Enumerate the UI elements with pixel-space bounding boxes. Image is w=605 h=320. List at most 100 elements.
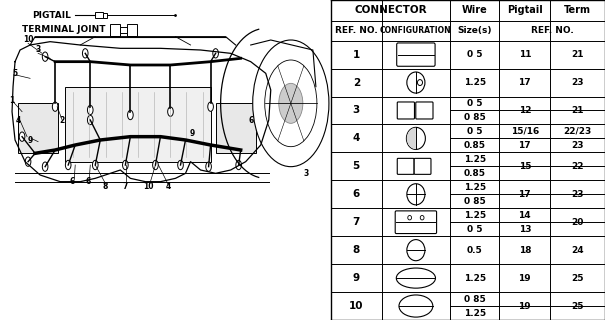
Text: 22/23: 22/23: [563, 127, 592, 136]
Text: 13: 13: [518, 225, 531, 234]
Text: 1.25: 1.25: [464, 78, 486, 87]
Bar: [110, 24, 120, 36]
Text: 1.25: 1.25: [464, 211, 486, 220]
Text: 12: 12: [518, 106, 531, 115]
Text: 15/16: 15/16: [511, 127, 539, 136]
Text: 4: 4: [353, 133, 360, 143]
Text: 1.25: 1.25: [464, 308, 486, 317]
Text: 23: 23: [571, 141, 584, 150]
Text: 5: 5: [13, 69, 18, 78]
Circle shape: [42, 162, 48, 171]
Circle shape: [88, 115, 93, 125]
Text: 0.85: 0.85: [464, 169, 486, 178]
Ellipse shape: [396, 268, 436, 288]
Text: 21: 21: [571, 106, 584, 115]
Text: 4: 4: [166, 182, 171, 191]
Text: 21: 21: [571, 50, 584, 59]
Text: 25: 25: [571, 301, 584, 310]
Text: 18: 18: [518, 246, 531, 255]
Text: 0 85: 0 85: [464, 294, 486, 304]
Circle shape: [253, 40, 329, 167]
Text: 23: 23: [571, 190, 584, 199]
Text: 6: 6: [86, 177, 91, 186]
Text: 3: 3: [353, 106, 360, 116]
Text: 25: 25: [571, 274, 584, 283]
Text: 9: 9: [190, 129, 195, 138]
Text: Size(s): Size(s): [457, 26, 492, 35]
FancyBboxPatch shape: [397, 43, 435, 66]
Text: 11: 11: [518, 50, 531, 59]
Text: 6: 6: [70, 177, 75, 186]
Circle shape: [152, 160, 159, 170]
Text: 10: 10: [349, 301, 364, 311]
Circle shape: [265, 60, 317, 147]
Text: 20: 20: [571, 218, 584, 227]
Circle shape: [88, 105, 93, 115]
Text: 0 5: 0 5: [467, 225, 483, 234]
Text: REF. NO.: REF. NO.: [531, 26, 574, 35]
Text: 19: 19: [518, 274, 531, 283]
Text: REF. NO.: REF. NO.: [335, 26, 378, 35]
Text: 1: 1: [10, 95, 15, 105]
Text: 9: 9: [353, 273, 360, 283]
Circle shape: [417, 80, 422, 85]
FancyBboxPatch shape: [397, 102, 414, 119]
Text: 5: 5: [353, 161, 360, 171]
Bar: [120, 27, 128, 33]
Circle shape: [407, 184, 425, 205]
Text: 10: 10: [143, 182, 154, 191]
Circle shape: [213, 49, 218, 58]
Text: 23: 23: [571, 78, 584, 87]
Text: 2: 2: [59, 116, 65, 124]
Circle shape: [178, 160, 183, 170]
Text: 10: 10: [23, 36, 33, 44]
Text: 19: 19: [518, 301, 531, 310]
Text: CONFIGURATION: CONFIGURATION: [380, 26, 452, 35]
Text: Pigtail: Pigtail: [507, 5, 543, 15]
Circle shape: [82, 49, 88, 58]
Wedge shape: [407, 128, 416, 149]
FancyBboxPatch shape: [397, 158, 414, 174]
Ellipse shape: [399, 295, 433, 317]
Circle shape: [279, 83, 303, 123]
FancyBboxPatch shape: [395, 211, 437, 234]
Text: 3: 3: [303, 169, 309, 178]
Circle shape: [236, 160, 241, 170]
Text: 15: 15: [518, 162, 531, 171]
Circle shape: [42, 52, 48, 61]
Text: 0 85: 0 85: [464, 113, 486, 122]
Circle shape: [407, 127, 425, 149]
Text: 1.25: 1.25: [464, 274, 486, 283]
Bar: [65, 87, 211, 162]
Circle shape: [407, 240, 425, 261]
Text: 1: 1: [353, 50, 360, 60]
Text: 24: 24: [571, 246, 584, 255]
Circle shape: [407, 72, 425, 93]
Text: 0.85: 0.85: [464, 141, 486, 150]
Circle shape: [206, 162, 211, 171]
Text: 3: 3: [36, 45, 41, 54]
Text: 6: 6: [353, 189, 360, 199]
Text: Term: Term: [564, 5, 591, 15]
FancyBboxPatch shape: [416, 102, 433, 119]
Text: PIGTAIL: PIGTAIL: [32, 11, 71, 20]
Circle shape: [208, 102, 214, 111]
Circle shape: [123, 160, 128, 170]
Text: 17: 17: [518, 78, 531, 87]
Text: 14: 14: [518, 211, 531, 220]
Circle shape: [93, 160, 98, 170]
Circle shape: [25, 157, 31, 166]
Text: 0 5: 0 5: [467, 99, 483, 108]
Text: 0 5: 0 5: [467, 127, 483, 136]
Text: 6: 6: [248, 116, 253, 124]
Circle shape: [168, 107, 173, 116]
Text: CONNECTOR: CONNECTOR: [355, 5, 427, 15]
Text: 8: 8: [353, 245, 360, 255]
Bar: [18, 103, 58, 153]
Circle shape: [128, 110, 133, 120]
Text: Wire: Wire: [462, 5, 488, 15]
Text: 0.5: 0.5: [467, 246, 483, 255]
Text: 2: 2: [353, 77, 360, 88]
Text: 7: 7: [123, 182, 128, 191]
Text: 4: 4: [15, 116, 21, 124]
